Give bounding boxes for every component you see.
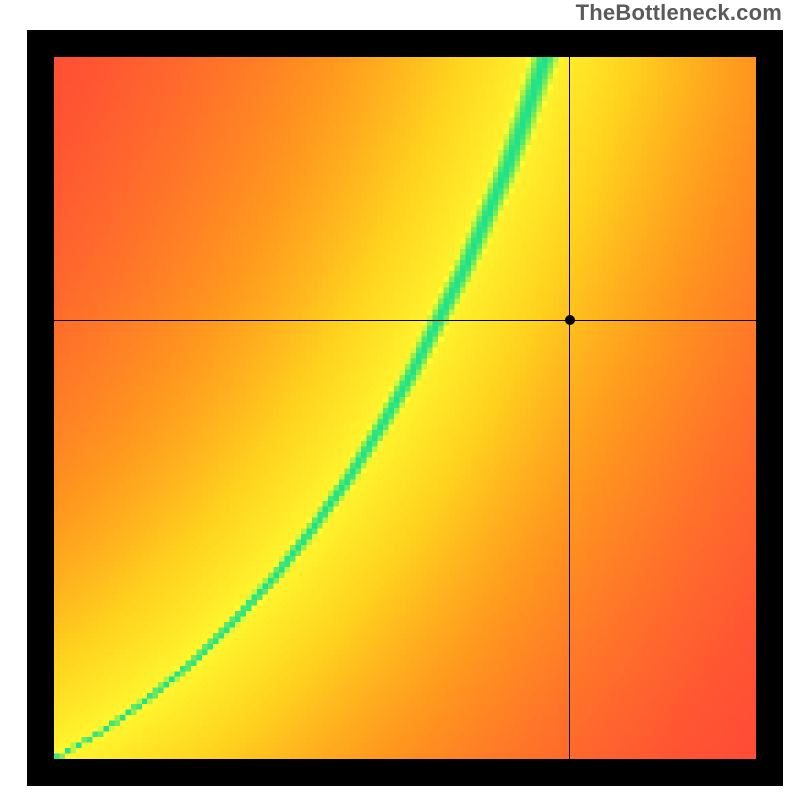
watermark-text: TheBottleneck.com [576,0,782,26]
heatmap-canvas [54,57,756,759]
crosshair-vertical [569,57,570,759]
crosshair-horizontal [54,320,756,321]
heatmap-region [54,57,756,759]
